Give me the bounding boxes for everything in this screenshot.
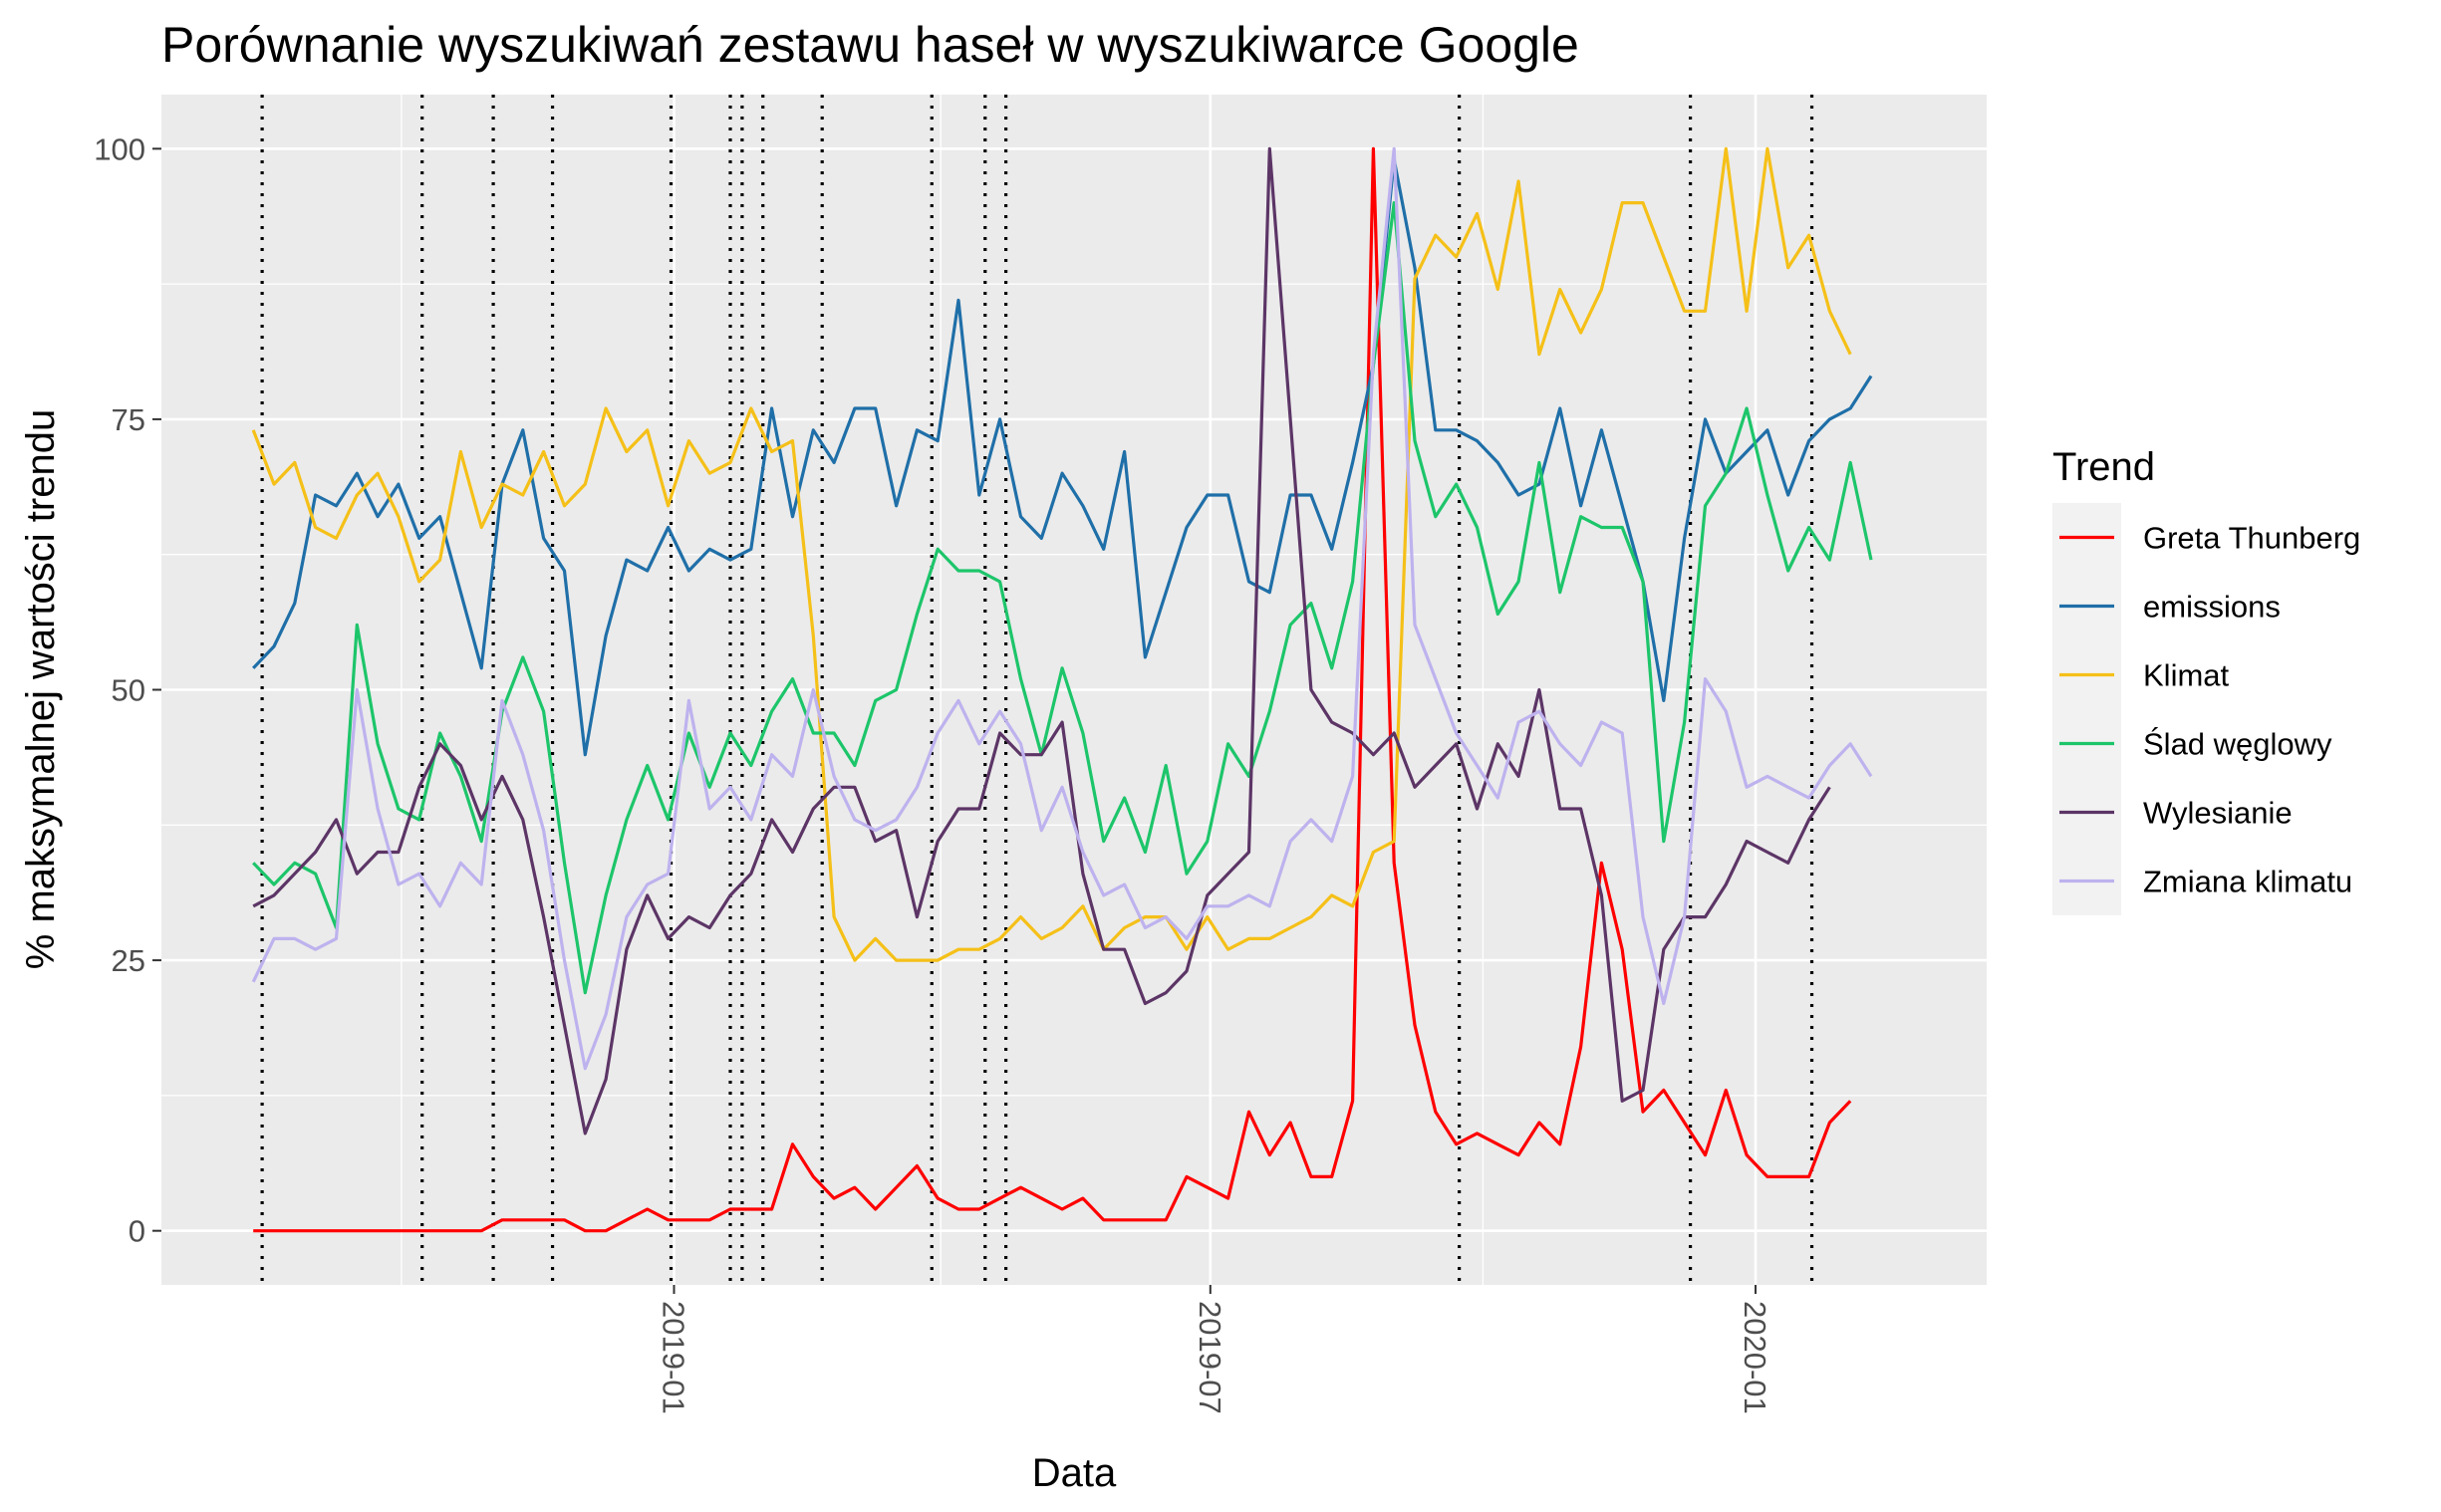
series-line-zmiana-klimatu [251,146,1873,1071]
x-tick-label: 2019-01 [657,1301,691,1414]
y-tick-label: 25 [112,943,145,978]
legend-label: Wylesianie [2143,796,2293,831]
y-axis: 0 25 50 75 100 [94,131,161,1249]
reference-lines [260,95,1814,1285]
y-axis-title: % maksymalnej wartości trendu [19,409,63,969]
legend-title: Trend [2052,445,2155,489]
chart-title: Porównanie wyszukiwań zestawu haseł w wy… [161,17,1579,73]
y-tick-label: 50 [112,673,145,708]
x-axis: 2019-01 2019-07 2020-01 [657,1285,1772,1414]
legend-label: Ślad węglowy [2143,726,2332,762]
legend: Trend Greta Thunberg emissions Klimat Ślad … [2052,445,2360,915]
legend-label: Greta Thunberg [2143,521,2360,556]
series-line-greta-thunberg [253,146,1852,1233]
y-tick-label: 100 [94,131,145,166]
legend-label: Klimat [2143,658,2230,693]
x-axis-title: Data [1032,1451,1117,1495]
legend-label: Zmiana klimatu [2143,865,2352,899]
x-tick-label: 2019-07 [1193,1301,1227,1414]
series-line-klimat [251,146,1852,962]
series-line-wylesianie [252,146,1831,1135]
series-line-emissions [252,157,1873,757]
legend-label: emissions [2143,590,2281,625]
y-tick-label: 75 [112,402,145,437]
series-line-ślad-węglowy [252,201,1873,995]
x-tick-label: 2020-01 [1738,1301,1772,1414]
y-tick-label: 0 [129,1214,145,1249]
series-lines [251,146,1873,1233]
